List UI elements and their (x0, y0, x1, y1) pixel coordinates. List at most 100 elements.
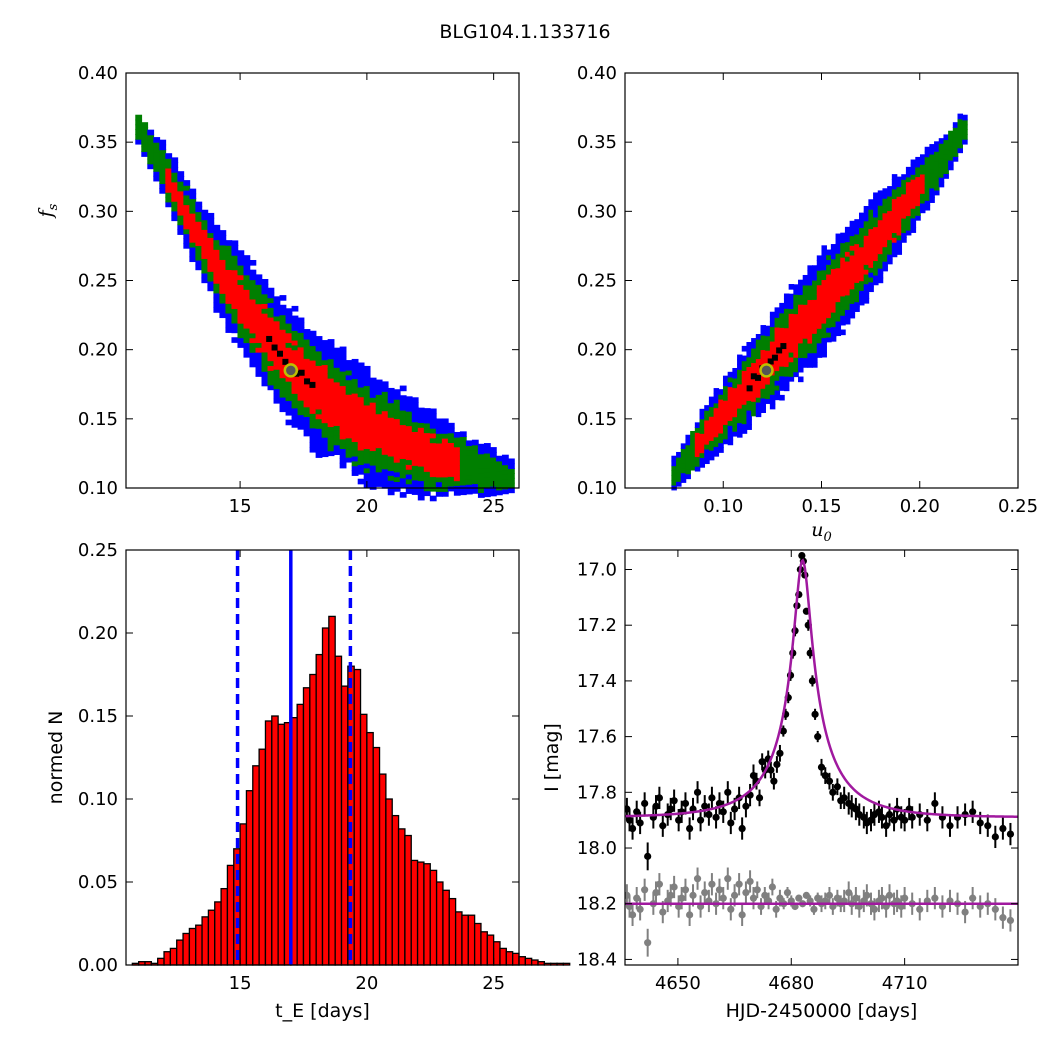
density-cell (826, 336, 832, 343)
density-cell (718, 427, 724, 434)
density-cell (297, 341, 305, 348)
density-cell (877, 238, 884, 245)
density-cell (303, 367, 311, 374)
density-cell (755, 348, 762, 355)
density-cell (399, 414, 407, 421)
density-cell (741, 408, 748, 415)
density-cell (399, 424, 407, 430)
density-cell (830, 316, 837, 323)
density-cell (901, 198, 907, 205)
y-tick-label: 0.20 (577, 340, 617, 361)
data-point (633, 894, 641, 902)
density-cell (835, 267, 842, 274)
density-cell (381, 468, 389, 475)
density-cell (755, 367, 762, 374)
density-cell (255, 274, 263, 281)
density-cell (905, 181, 912, 188)
density-cell (812, 333, 818, 339)
density-cell (891, 198, 898, 204)
density-cell (849, 303, 856, 309)
density-cell (339, 457, 347, 464)
density-cell (751, 367, 757, 373)
density-cell (171, 181, 179, 188)
density-cell (153, 170, 161, 177)
density-cell (147, 139, 155, 145)
density-cell (141, 136, 149, 143)
density-cell (459, 465, 467, 471)
density-cell (840, 285, 846, 292)
y-axis-label: I [mag] (541, 723, 563, 792)
density-cell (840, 319, 846, 326)
density-cell (901, 179, 907, 185)
density-cell (213, 282, 221, 289)
density-cell (429, 471, 437, 478)
density-cell (453, 446, 461, 453)
density-cell (441, 481, 449, 488)
density-cell (704, 439, 710, 445)
density-cell (417, 441, 425, 448)
density-cell (802, 308, 809, 315)
density-cell (694, 465, 701, 472)
density-cell (793, 352, 799, 358)
density-cell (765, 393, 771, 400)
density-cell (327, 426, 335, 432)
density-cell (183, 243, 191, 249)
density-cell (255, 303, 263, 310)
histogram-bar (543, 962, 552, 966)
density-cell (859, 299, 865, 306)
density-cell (393, 432, 401, 439)
density-cell (802, 304, 809, 310)
density-cell (237, 322, 245, 329)
data-point (795, 894, 803, 902)
density-cell (291, 417, 299, 423)
density-cell (441, 452, 449, 459)
density-cell (873, 250, 879, 257)
density-cell (321, 436, 329, 443)
density-cell (411, 474, 419, 481)
density-cell (737, 422, 743, 428)
density-cell (237, 288, 245, 295)
density-cell (896, 229, 903, 236)
density-cell (676, 456, 682, 463)
density-cell (315, 452, 323, 458)
density-cell (859, 217, 865, 224)
density-cell (694, 446, 701, 453)
data-point (628, 824, 637, 833)
density-cell (339, 346, 347, 353)
density-cell (746, 346, 752, 353)
density-cell (887, 224, 893, 231)
density-cell (375, 394, 383, 400)
density-cell (779, 356, 785, 362)
density-cell (375, 437, 383, 444)
density-cell (339, 351, 347, 358)
density-cell (741, 345, 748, 352)
density-cell (826, 249, 832, 256)
density-cell (255, 337, 263, 343)
best-fit-sample (304, 378, 311, 385)
density-cell (737, 393, 743, 399)
y-tick-label: 18.2 (577, 894, 617, 915)
histogram-bar (467, 914, 476, 966)
density-cell (873, 192, 879, 199)
density-cell (737, 369, 743, 375)
y-tick-label: 17.6 (577, 727, 617, 748)
plot-frame (125, 72, 520, 489)
density-cell (821, 303, 827, 310)
density-cell (751, 400, 757, 407)
density-cell (816, 342, 823, 349)
density-cell (459, 436, 467, 442)
density-cell (333, 396, 341, 402)
density-cell (387, 431, 395, 438)
density-cell (826, 293, 832, 299)
y-tick-label: 0.20 (78, 623, 118, 644)
density-cell (746, 400, 752, 406)
histogram-bar (397, 828, 406, 966)
density-cell (369, 392, 377, 398)
density-cell (339, 399, 347, 406)
data-point (1006, 916, 1015, 925)
density-cell (873, 226, 879, 232)
density-cell (924, 195, 931, 201)
density-cell (375, 452, 383, 458)
density-cell (765, 335, 771, 342)
density-cell (177, 185, 185, 192)
